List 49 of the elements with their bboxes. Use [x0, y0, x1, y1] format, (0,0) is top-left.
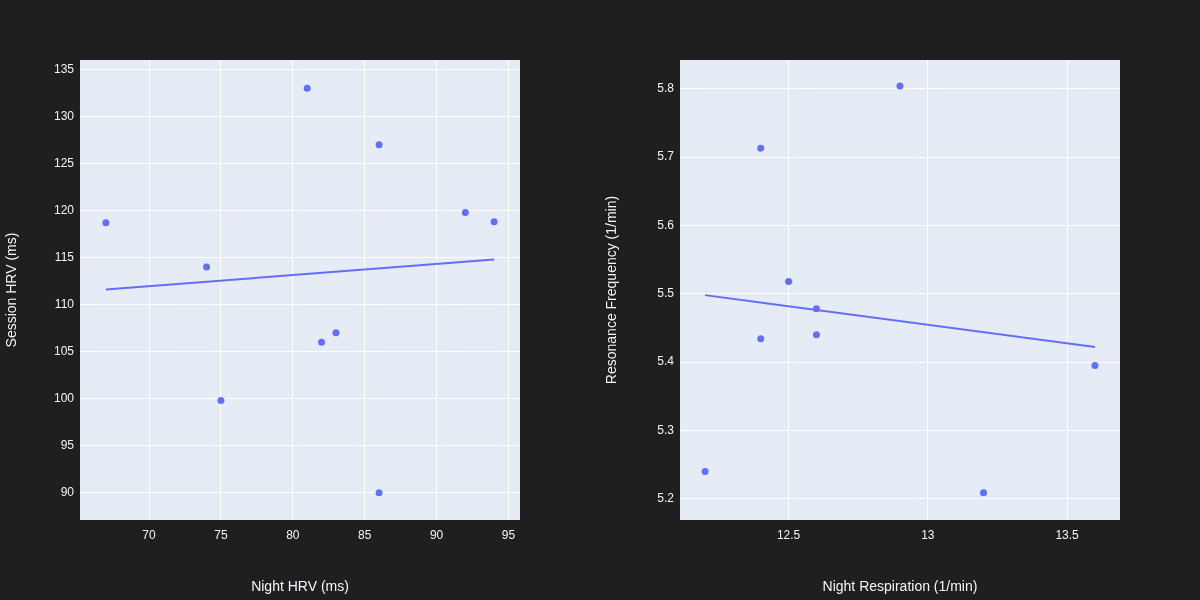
y-tick-label: 95	[60, 438, 75, 452]
y-tick-label: 115	[54, 249, 75, 264]
y-tick-label: 135	[53, 61, 75, 76]
y-tick-label: 5.6	[657, 217, 675, 232]
x-tick-label: 80	[286, 527, 300, 542]
x-tick-label: 12.5	[776, 527, 801, 542]
y-tick-label: 5.7	[657, 149, 675, 164]
point	[217, 397, 225, 405]
point	[812, 331, 820, 339]
y-axis-title: Resonance Frequency (1/min)	[603, 195, 620, 385]
x-tick-label: 85	[358, 527, 372, 542]
x-tick-label: 13.5	[1055, 527, 1080, 542]
y-tick-label: 105	[53, 343, 75, 358]
y-tick-label: 130	[53, 108, 75, 123]
y-tick-label: 110	[54, 296, 75, 311]
point	[375, 489, 383, 497]
y-tick-label: 5.3	[657, 422, 675, 437]
point	[785, 277, 793, 285]
y-tick-label: 90	[60, 485, 75, 500]
x-tick-label: 95	[501, 527, 516, 542]
point	[812, 305, 820, 313]
y-axis-title: Session HRV (ms)	[3, 232, 20, 348]
x-tick-label: 13	[921, 527, 935, 542]
point	[757, 335, 765, 343]
point	[896, 82, 904, 90]
y-tick-label: 5.2	[657, 491, 675, 506]
y-tick-label: 5.5	[657, 286, 675, 301]
point	[102, 219, 110, 227]
point	[318, 338, 326, 346]
y-tick-label: 5.4	[657, 354, 675, 369]
y-tick-label: 100	[53, 390, 75, 405]
point	[701, 467, 709, 475]
y-tick-label: 5.8	[657, 81, 675, 96]
point	[461, 208, 469, 216]
point	[1091, 362, 1099, 370]
point	[757, 144, 765, 152]
point	[203, 263, 211, 271]
x-tick-label: 70	[142, 527, 157, 542]
x-tick-label: 90	[429, 527, 444, 542]
point	[980, 489, 988, 497]
point	[332, 329, 340, 337]
point	[490, 218, 498, 226]
x-axis-title: Night Respiration (1/min)	[822, 578, 978, 595]
x-tick-label: 75	[214, 527, 228, 542]
y-tick-label: 125	[53, 155, 75, 170]
x-axis-title: Night HRV (ms)	[251, 578, 349, 595]
point	[375, 141, 383, 149]
y-tick-label: 120	[53, 202, 75, 217]
point	[303, 84, 311, 92]
